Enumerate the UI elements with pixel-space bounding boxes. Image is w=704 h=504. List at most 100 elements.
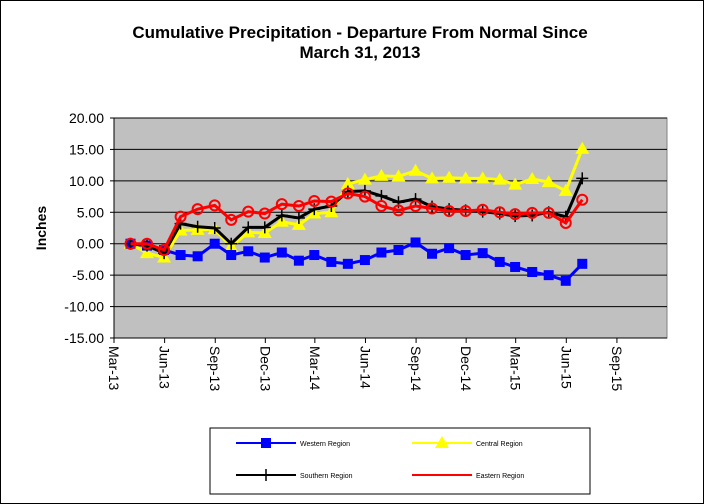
data-point: [243, 246, 254, 257]
data-point: [459, 205, 472, 218]
x-tick-label: Sep-13: [207, 346, 223, 391]
series-layer: [123, 141, 590, 286]
legend-box: [209, 427, 591, 495]
data-point: [225, 213, 238, 226]
data-point: [358, 190, 371, 203]
data-point: [376, 247, 387, 258]
data-point: [374, 168, 389, 181]
data-point: [460, 250, 471, 261]
legend: Western Region Central Region Southern Reg…: [209, 427, 591, 495]
data-point: [575, 141, 590, 154]
data-point: [276, 247, 287, 258]
data-point: [560, 275, 571, 286]
x-tick-label: Mar-14: [307, 346, 323, 391]
y-tick-label: 5.00: [77, 204, 104, 220]
legend-label: Southern Region: [300, 473, 353, 480]
y-tick-label: 20.00: [69, 110, 104, 126]
y-tick-label: -15.00: [64, 330, 104, 346]
data-point: [542, 206, 555, 219]
x-tick-label: Jun-13: [157, 346, 173, 389]
y-tick-label: 0.00: [77, 236, 104, 252]
data-point: [359, 255, 370, 266]
data-point: [209, 238, 220, 249]
x-tick-label: Dec-14: [458, 346, 474, 391]
legend-marker: [260, 469, 272, 481]
legend-marker: [435, 436, 449, 448]
series-line: [129, 148, 584, 260]
y-tick-label: -10.00: [64, 299, 104, 315]
series-line: [130, 191, 584, 252]
data-point: [510, 261, 521, 272]
data-point: [576, 172, 589, 185]
data-point: [508, 177, 523, 190]
x-tick-label: Sep-14: [408, 346, 424, 391]
x-tick-label: Jun-14: [357, 346, 373, 389]
data-point: [375, 200, 388, 212]
data-point: [543, 270, 554, 281]
data-point: [476, 203, 489, 216]
data-point: [141, 237, 154, 250]
data-point: [191, 203, 204, 216]
legend-item-central-region: Central Region: [412, 436, 523, 448]
chart-title-line: Cumulative Precipitation - Departure Fro…: [132, 23, 587, 42]
data-point: [158, 244, 171, 256]
data-point: [191, 220, 204, 233]
chart-title-line: March 31, 2013: [300, 43, 421, 62]
data-point: [259, 252, 270, 263]
data-point: [342, 258, 353, 269]
data-point: [174, 210, 187, 223]
data-point: [559, 216, 572, 229]
series-line: [130, 177, 584, 256]
data-point: [443, 205, 456, 218]
y-tick-label: 15.00: [69, 141, 104, 157]
data-point: [325, 195, 338, 208]
data-point: [341, 187, 354, 200]
y-tick-label: 10.00: [69, 173, 104, 189]
x-tick-label: Dec-13: [257, 346, 273, 391]
data-point: [409, 200, 422, 212]
data-point: [208, 222, 221, 234]
data-point: [392, 204, 405, 217]
data-point: [258, 221, 271, 234]
y-tick-label: -5.00: [72, 267, 104, 283]
series-line: [130, 240, 584, 283]
data-point: [541, 175, 556, 188]
x-tick-label: Mar-15: [508, 346, 524, 391]
data-point: [275, 198, 288, 211]
y-axis-title: Inches: [33, 206, 49, 251]
data-point: [309, 250, 320, 261]
data-point: [409, 193, 422, 206]
data-point: [140, 246, 155, 259]
data-point: [444, 243, 455, 254]
series-western-region: [125, 237, 588, 286]
x-tick-label: Jun-15: [558, 346, 574, 389]
data-point: [576, 193, 589, 206]
data-point: [293, 255, 304, 266]
data-point: [393, 245, 404, 255]
data-point: [375, 189, 388, 202]
data-point: [427, 248, 438, 259]
x-axis-ticks: Mar-13 Jun-13 Sep-13 Dec-13 Mar-14 Jun-14 Sep-…: [106, 118, 667, 391]
data-point: [326, 256, 337, 267]
data-point: [208, 199, 221, 212]
data-point: [475, 171, 490, 184]
data-point: [124, 237, 137, 250]
data-point: [308, 194, 321, 207]
data-point: [192, 251, 203, 262]
data-point: [509, 208, 522, 221]
legend-item-western-region: Western Region: [236, 438, 350, 448]
data-point: [258, 207, 271, 220]
data-point: [292, 211, 305, 224]
data-point: [577, 258, 588, 269]
data-point: [527, 267, 538, 277]
data-point: [525, 171, 540, 184]
data-point: [493, 206, 506, 219]
data-point: [442, 170, 457, 183]
data-point: [526, 206, 539, 219]
legend-item-southern-region: Southern Region: [236, 469, 353, 481]
legend-label: Central Region: [476, 441, 523, 448]
legend-label: Eastern Region: [476, 473, 524, 480]
data-point: [242, 205, 255, 218]
legend-marker: [261, 438, 271, 448]
